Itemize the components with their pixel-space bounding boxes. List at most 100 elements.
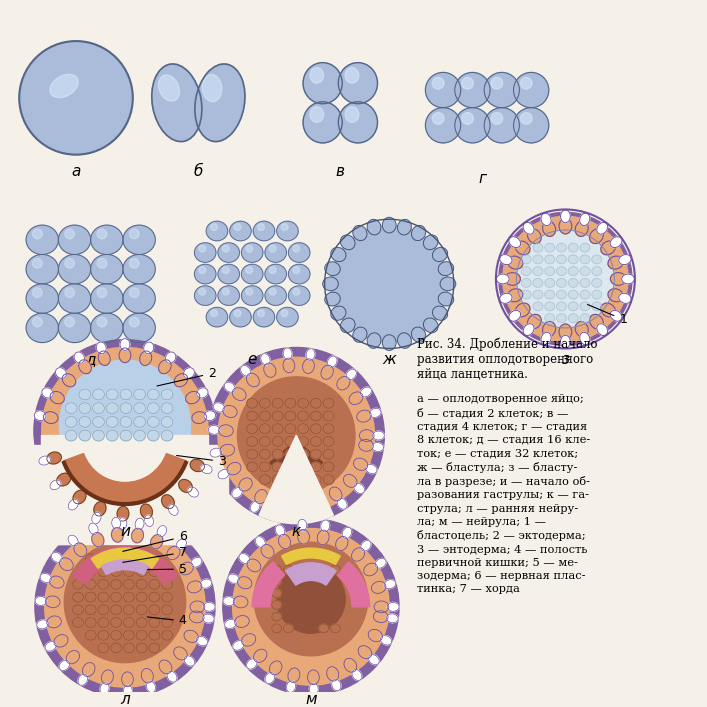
Text: Рис. 34. Дробление и начало
развития оплодотворенного
яйца ланцетника.: Рис. 34. Дробление и начало развития опл… <box>416 338 597 381</box>
Ellipse shape <box>319 624 329 633</box>
Ellipse shape <box>298 423 308 433</box>
Ellipse shape <box>144 515 153 527</box>
Ellipse shape <box>404 312 416 326</box>
Ellipse shape <box>158 75 180 101</box>
Ellipse shape <box>298 398 308 408</box>
Ellipse shape <box>341 278 355 290</box>
Ellipse shape <box>86 592 96 602</box>
Ellipse shape <box>373 611 388 623</box>
Ellipse shape <box>174 374 187 387</box>
Ellipse shape <box>106 389 118 400</box>
Ellipse shape <box>92 513 101 524</box>
Ellipse shape <box>253 221 275 241</box>
Circle shape <box>59 360 190 491</box>
Ellipse shape <box>78 360 91 374</box>
Ellipse shape <box>341 236 354 249</box>
Ellipse shape <box>149 567 160 576</box>
Ellipse shape <box>432 112 444 124</box>
Ellipse shape <box>298 462 308 472</box>
Ellipse shape <box>580 255 590 264</box>
Ellipse shape <box>285 436 296 446</box>
Ellipse shape <box>162 618 173 627</box>
Ellipse shape <box>399 221 410 234</box>
Ellipse shape <box>202 614 214 623</box>
Circle shape <box>233 529 390 685</box>
Ellipse shape <box>247 423 257 433</box>
Wedge shape <box>91 548 158 568</box>
Ellipse shape <box>418 243 431 255</box>
Ellipse shape <box>505 273 520 286</box>
Ellipse shape <box>59 225 90 255</box>
Ellipse shape <box>306 349 315 361</box>
Ellipse shape <box>383 336 395 349</box>
Ellipse shape <box>568 302 578 311</box>
Ellipse shape <box>241 264 263 284</box>
Ellipse shape <box>98 631 109 640</box>
Ellipse shape <box>134 416 146 427</box>
Ellipse shape <box>93 389 105 400</box>
Ellipse shape <box>422 267 436 279</box>
Ellipse shape <box>509 310 520 321</box>
Ellipse shape <box>158 360 171 374</box>
Ellipse shape <box>96 342 106 354</box>
Ellipse shape <box>33 317 42 327</box>
Ellipse shape <box>120 339 130 351</box>
Ellipse shape <box>455 72 490 107</box>
Ellipse shape <box>310 398 321 408</box>
Circle shape <box>45 527 205 687</box>
Ellipse shape <box>339 63 378 104</box>
Ellipse shape <box>162 495 175 508</box>
Ellipse shape <box>310 411 321 421</box>
Ellipse shape <box>337 376 350 390</box>
Ellipse shape <box>223 597 235 605</box>
Ellipse shape <box>422 288 436 300</box>
Ellipse shape <box>97 229 107 239</box>
Ellipse shape <box>293 267 300 274</box>
Ellipse shape <box>218 243 240 262</box>
Ellipse shape <box>136 631 147 640</box>
Ellipse shape <box>199 288 206 295</box>
Ellipse shape <box>272 510 281 521</box>
Ellipse shape <box>47 452 62 464</box>
Ellipse shape <box>265 243 286 262</box>
Ellipse shape <box>261 544 274 558</box>
Text: е: е <box>247 352 257 368</box>
Ellipse shape <box>310 423 321 433</box>
Ellipse shape <box>140 351 152 366</box>
Ellipse shape <box>592 290 602 299</box>
Ellipse shape <box>79 389 90 400</box>
Ellipse shape <box>348 243 361 255</box>
Ellipse shape <box>189 611 204 623</box>
Ellipse shape <box>190 601 205 613</box>
Circle shape <box>276 565 345 633</box>
Ellipse shape <box>255 489 267 503</box>
Ellipse shape <box>273 497 285 511</box>
Ellipse shape <box>149 618 160 627</box>
Ellipse shape <box>439 293 452 305</box>
Ellipse shape <box>332 278 346 290</box>
Ellipse shape <box>346 369 356 380</box>
Ellipse shape <box>383 318 395 332</box>
Ellipse shape <box>298 474 308 484</box>
Ellipse shape <box>223 405 238 418</box>
Ellipse shape <box>257 223 264 230</box>
Ellipse shape <box>52 552 62 562</box>
Ellipse shape <box>556 243 566 252</box>
Ellipse shape <box>462 77 474 89</box>
Ellipse shape <box>191 557 201 567</box>
Ellipse shape <box>33 229 42 239</box>
Ellipse shape <box>293 498 305 513</box>
Ellipse shape <box>380 636 392 645</box>
Ellipse shape <box>161 430 173 441</box>
Ellipse shape <box>78 674 88 685</box>
Ellipse shape <box>206 308 228 327</box>
Ellipse shape <box>141 504 153 518</box>
Ellipse shape <box>439 263 452 274</box>
Ellipse shape <box>545 302 554 311</box>
Ellipse shape <box>373 431 385 440</box>
Ellipse shape <box>310 474 321 484</box>
Text: в: в <box>336 165 345 180</box>
Ellipse shape <box>284 624 293 633</box>
Ellipse shape <box>545 267 554 276</box>
Ellipse shape <box>580 290 590 299</box>
